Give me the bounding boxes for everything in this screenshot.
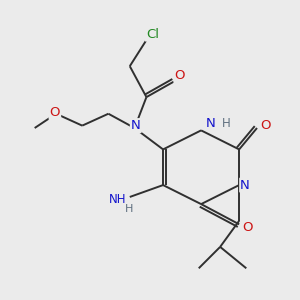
- Text: Cl: Cl: [146, 28, 159, 40]
- Text: NH: NH: [109, 193, 127, 206]
- Text: H: H: [124, 204, 133, 214]
- Text: O: O: [260, 119, 271, 132]
- Text: N: N: [131, 119, 141, 132]
- Text: O: O: [242, 221, 253, 234]
- Text: N: N: [240, 178, 250, 192]
- Text: N: N: [206, 117, 215, 130]
- Text: O: O: [175, 69, 185, 82]
- Text: H: H: [222, 117, 230, 130]
- Text: O: O: [50, 106, 60, 119]
